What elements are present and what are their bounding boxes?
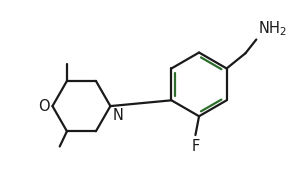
Text: O: O [38, 99, 50, 114]
Text: NH$_2$: NH$_2$ [258, 19, 287, 38]
Text: F: F [191, 139, 199, 154]
Text: N: N [112, 108, 123, 122]
